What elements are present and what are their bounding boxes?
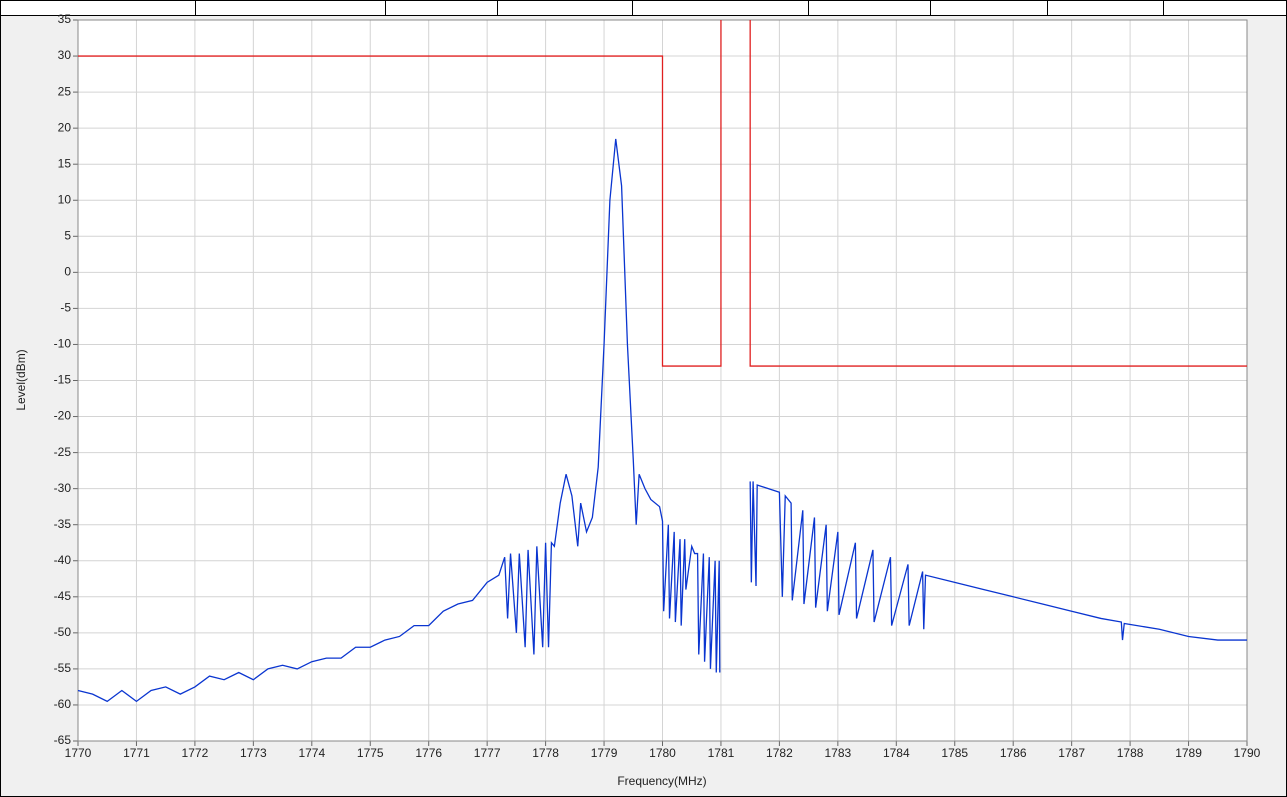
- x-tick-label: 1781: [708, 746, 735, 760]
- x-tick-label: 1771: [123, 746, 150, 760]
- x-tick-label: 1774: [298, 746, 325, 760]
- x-tick-label: 1782: [766, 746, 793, 760]
- x-tick-label: 1783: [824, 746, 851, 760]
- y-tick-label: 15: [58, 156, 72, 170]
- x-tick-label: 1789: [1175, 746, 1202, 760]
- series-line: [78, 20, 1247, 367]
- plot-border: [77, 19, 1248, 742]
- x-tick-label: 1779: [591, 746, 618, 760]
- y-tick-label: -50: [54, 625, 72, 639]
- y-tick-label: 25: [58, 84, 72, 98]
- x-tick-label: 1773: [240, 746, 267, 760]
- y-tick-label: 20: [58, 120, 72, 134]
- y-tick-label: 0: [64, 265, 71, 279]
- x-tick-label: 1777: [474, 746, 501, 760]
- y-tick-label: -10: [54, 337, 72, 351]
- x-tick-label: 1788: [1117, 746, 1144, 760]
- series-line: [77, 138, 1247, 703]
- y-tick-label: -20: [54, 409, 72, 423]
- y-tick-label: -5: [60, 301, 71, 315]
- x-tick-label: 1780: [649, 746, 676, 760]
- x-tick-label: 1786: [1000, 746, 1027, 760]
- y-tick-label: 35: [58, 12, 72, 26]
- x-tick-label: 1784: [883, 746, 910, 760]
- y-tick-label: 10: [58, 192, 72, 206]
- table-dividers: [0, 0, 1287, 16]
- y-tick-label: 5: [64, 228, 71, 242]
- y-tick-label: -15: [54, 373, 72, 387]
- x-tick-label: 1790: [1234, 746, 1261, 760]
- y-tick-label: -25: [54, 445, 72, 459]
- y-tick-label: -40: [54, 553, 72, 567]
- x-tick-label: 1785: [941, 746, 968, 760]
- x-tick-label: 1776: [415, 746, 442, 760]
- x-axis-label: Frequency(MHz): [617, 774, 706, 788]
- y-tick-label: -65: [54, 733, 72, 747]
- x-tick-label: 1775: [357, 746, 384, 760]
- y-tick-label: -30: [54, 481, 72, 495]
- x-tick-label: 1778: [532, 746, 559, 760]
- y-axis-label: Level(dBm): [14, 349, 28, 410]
- y-tick-label: 30: [58, 48, 72, 62]
- x-tick-label: 1772: [182, 746, 209, 760]
- y-tick-label: -45: [54, 589, 72, 603]
- y-tick-label: -55: [54, 661, 72, 675]
- y-tick-label: -35: [54, 517, 72, 531]
- x-tick-label: 1770: [65, 746, 92, 760]
- table-strip: [0, 0, 1287, 15]
- x-tick-label: 1787: [1058, 746, 1085, 760]
- y-tick-label: -60: [54, 697, 72, 711]
